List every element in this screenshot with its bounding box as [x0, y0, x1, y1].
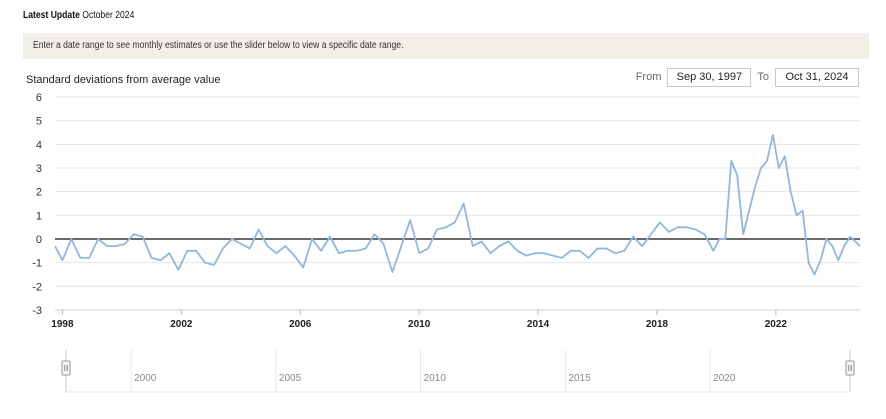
to-label: To: [757, 71, 769, 83]
navigator-left-handle[interactable]: [61, 360, 71, 376]
date-range-selector: From To: [630, 67, 859, 87]
x-tick-label: 2022: [765, 319, 788, 330]
navigator-label: 2005: [279, 373, 302, 384]
navigator-label: 2000: [134, 373, 157, 384]
x-tick-label: 2006: [289, 319, 312, 330]
x-tick-label: 2010: [408, 319, 431, 330]
y-tick-label: 0: [36, 234, 42, 246]
series-line-0: [54, 134, 861, 276]
x-tick-label: 2014: [527, 319, 550, 330]
instruction-banner: Enter a date range to see monthly estima…: [23, 33, 869, 59]
navigator-label: 2020: [713, 373, 736, 384]
y-tick-label: -2: [32, 281, 42, 293]
y-tick-label: 3: [36, 163, 42, 175]
from-date-input[interactable]: [667, 67, 752, 87]
x-tick-label: 2018: [646, 319, 669, 330]
y-tick-label: -1: [32, 258, 42, 270]
navigator-right-handle[interactable]: [845, 360, 855, 376]
y-axis-title: Standard deviations from average value: [26, 74, 221, 86]
latest-update: Latest Update October 2024: [23, 10, 134, 21]
y-tick-label: 5: [36, 116, 42, 128]
navigator-label: 2015: [568, 373, 591, 384]
instruction-text: Enter a date range to see monthly estima…: [33, 40, 404, 51]
from-label: From: [635, 71, 662, 83]
to-date-input[interactable]: [775, 67, 859, 87]
navigator-label: 2010: [424, 373, 447, 384]
y-tick-label: 1: [36, 210, 42, 222]
latest-update-label: Latest Update: [23, 10, 80, 21]
x-tick-label: 2002: [170, 319, 193, 330]
y-tick-label: 2: [36, 187, 42, 199]
y-tick-label: 4: [36, 139, 42, 151]
x-tick-label: 1998: [51, 319, 74, 330]
y-tick-label: 6: [36, 92, 42, 104]
latest-update-value: October 2024: [82, 10, 135, 21]
y-tick-label: -3: [32, 305, 42, 317]
